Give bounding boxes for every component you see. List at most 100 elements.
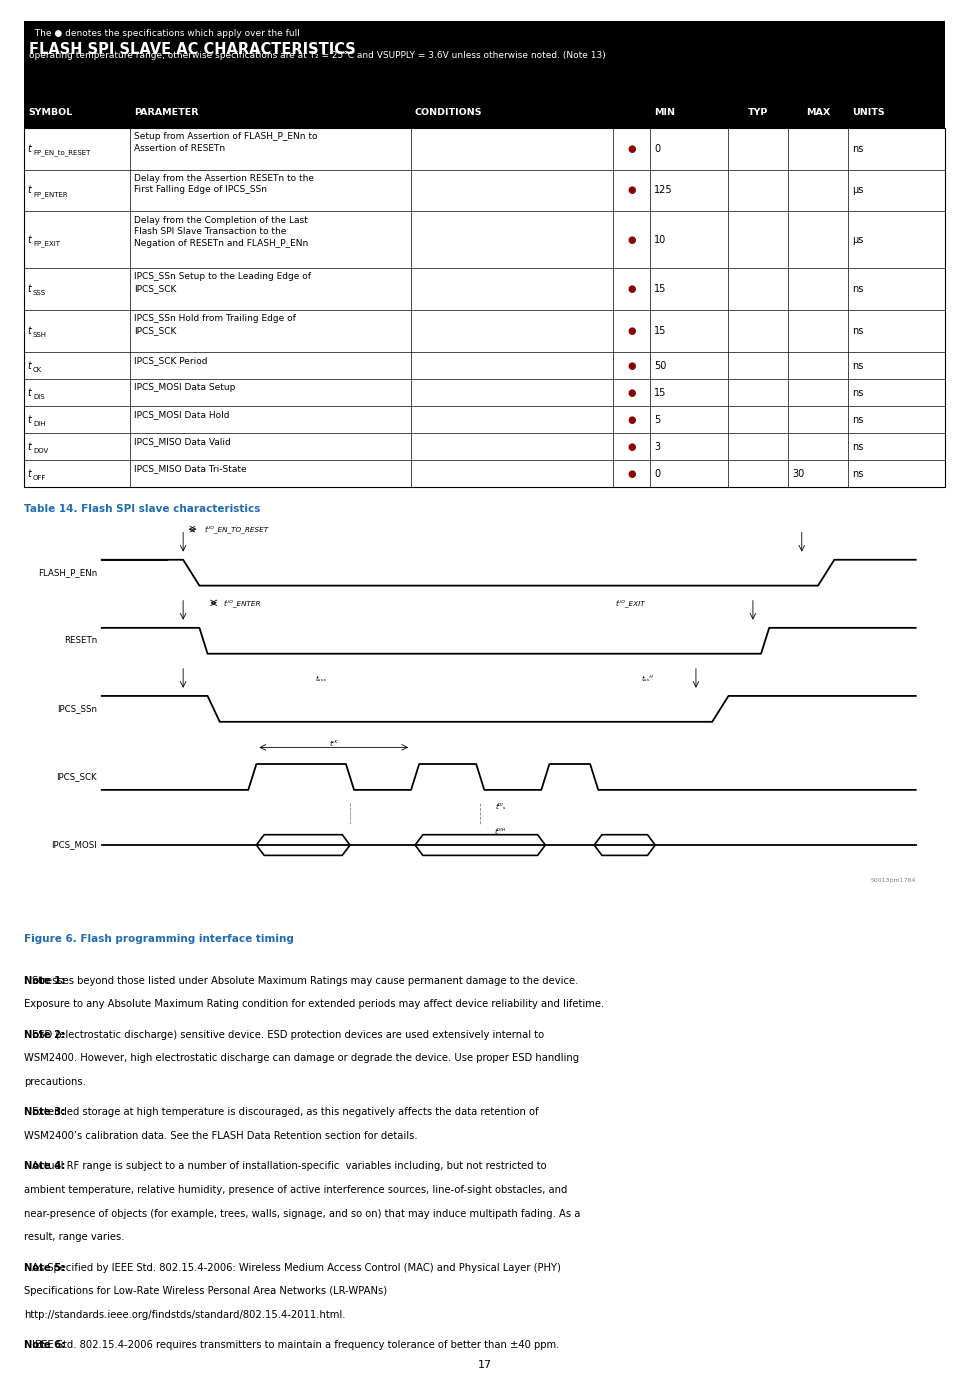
Text: As Specified by IEEE Std. 802.15.4-2006: Wireless Medium Access Control (MAC) an: As Specified by IEEE Std. 802.15.4-2006:… [32, 1262, 560, 1273]
Text: t: t [27, 284, 31, 294]
Text: tᶜᴷ: tᶜᴷ [329, 742, 338, 748]
Text: t: t [27, 469, 31, 479]
Text: ●: ● [628, 186, 636, 196]
Text: ns: ns [852, 284, 863, 294]
Text: t: t [27, 415, 31, 424]
Text: 17: 17 [478, 1361, 491, 1370]
Text: ns: ns [852, 361, 863, 370]
Text: 15: 15 [654, 326, 667, 336]
Text: SYMBOL: SYMBOL [28, 108, 73, 117]
Text: IPCS_MOSI: IPCS_MOSI [51, 841, 97, 850]
Text: IPCS_SCK: IPCS_SCK [56, 773, 97, 781]
Text: ●: ● [628, 469, 636, 479]
Bar [24, 21, 945, 97]
Text: Specifications for Low-Rate Wireless Personal Area Networks (LR-WPANs): Specifications for Low-Rate Wireless Per… [24, 1286, 388, 1297]
Text: 15: 15 [654, 387, 667, 398]
Text: SSS: SSS [33, 290, 47, 297]
Text: Exposure to any Absolute Maximum Rating condition for extended periods may affec: Exposure to any Absolute Maximum Rating … [24, 999, 605, 1010]
Text: Note 4:: Note 4: [24, 1161, 69, 1172]
Text: t: t [27, 326, 31, 336]
Text: WSM2400. However, high electrostatic discharge can damage or degrade the device.: WSM2400. However, high electrostatic dis… [24, 1053, 579, 1064]
Text: µs: µs [852, 234, 863, 245]
Text: 0: 0 [654, 144, 660, 154]
Text: 10: 10 [654, 234, 667, 245]
Text: ns: ns [852, 469, 863, 479]
Text: Note 1:: Note 1: [24, 975, 69, 986]
Text: Actual RF range is subject to a number of installation-specific  variables inclu: Actual RF range is subject to a number o… [32, 1161, 547, 1172]
Text: FP_EN_to_RESET: FP_EN_to_RESET [33, 150, 90, 157]
Text: ns: ns [852, 144, 863, 154]
Text: tₛₛₛ: tₛₛₛ [316, 677, 328, 682]
Text: tᴰᴵᴴ: tᴰᴵᴴ [495, 829, 506, 835]
Text: t: t [27, 186, 31, 196]
Text: t: t [27, 441, 31, 452]
Text: Delay from the Completion of the Last
Flash SPI Slave Transaction to the
Negatio: Delay from the Completion of the Last Fl… [134, 215, 308, 248]
Text: MIN: MIN [654, 108, 675, 117]
Text: 50: 50 [654, 361, 667, 370]
Text: IPCS_MISO Data Valid: IPCS_MISO Data Valid [134, 437, 231, 447]
Text: IPCS_MISO Data Tri-State: IPCS_MISO Data Tri-State [134, 465, 246, 473]
Text: DIS: DIS [33, 394, 45, 399]
Text: ●: ● [628, 144, 636, 154]
Text: ns: ns [852, 415, 863, 424]
Text: PARAMETER: PARAMETER [134, 108, 199, 117]
Text: 3: 3 [654, 441, 660, 452]
Text: ●: ● [628, 284, 636, 294]
Text: 15: 15 [654, 284, 667, 294]
Text: 30: 30 [793, 469, 804, 479]
Text: ●: ● [628, 415, 636, 424]
Text: FP_EXIT: FP_EXIT [33, 240, 60, 247]
Text: Note 6:: Note 6: [24, 1340, 69, 1351]
Text: ns: ns [852, 387, 863, 398]
Text: precautions.: precautions. [24, 1076, 86, 1087]
Text: tₛₛᴴ: tₛₛᴴ [641, 677, 653, 682]
Text: ns: ns [852, 441, 863, 452]
Text: IPCS_SSn: IPCS_SSn [57, 705, 97, 713]
Text: µs: µs [852, 186, 863, 196]
Text: IEEE Std. 802.15.4-2006 requires transmitters to maintain a frequency tolerance : IEEE Std. 802.15.4-2006 requires transmi… [32, 1340, 559, 1351]
Text: tᵁᴼ_EN_TO_RESET: tᵁᴼ_EN_TO_RESET [204, 526, 268, 533]
Text: WSM2400’s calibration data. See the FLASH Data Retention section for details.: WSM2400’s calibration data. See the FLAS… [24, 1130, 418, 1142]
Text: t: t [27, 387, 31, 398]
Text: t: t [27, 144, 31, 154]
Text: Table 14. Flash SPI slave characteristics: Table 14. Flash SPI slave characteristic… [24, 503, 261, 515]
Text: FLASH SPI SLAVE AC CHARACTERISTICS: FLASH SPI SLAVE AC CHARACTERISTICS [29, 42, 356, 57]
Text: ambient temperature, relative humidity, presence of active interference sources,: ambient temperature, relative humidity, … [24, 1184, 568, 1196]
Text: IPCS_MOSI Data Setup: IPCS_MOSI Data Setup [134, 383, 235, 393]
Text: FLASH_P_ENn: FLASH_P_ENn [38, 569, 97, 577]
Text: Delay from the Assertion RESETn to the
First Falling Edge of IPCS_SSn: Delay from the Assertion RESETn to the F… [134, 173, 314, 194]
Text: tᴰᴵₛ: tᴰᴵₛ [495, 804, 506, 810]
Text: Note 5:: Note 5: [24, 1262, 69, 1273]
Text: MAX: MAX [806, 108, 830, 117]
Text: OFF: OFF [33, 474, 47, 481]
Text: ●: ● [628, 361, 636, 370]
Text: t: t [27, 361, 31, 370]
Text: http://standards.ieee.org/findstds/standard/802.15.4-2011.html.: http://standards.ieee.org/findstds/stand… [24, 1309, 346, 1320]
Text: near-presence of objects (for example, trees, walls, signage, and so on) that ma: near-presence of objects (for example, t… [24, 1208, 580, 1219]
Text: tᵁᴼ_EXIT: tᵁᴼ_EXIT [616, 599, 645, 606]
Text: ns: ns [852, 326, 863, 336]
Text: Note 3:: Note 3: [24, 1107, 69, 1118]
Text: IPCS_MOSI Data Hold: IPCS_MOSI Data Hold [134, 411, 230, 419]
Text: operating temperature range, otherwise specifications are at T₂ = 25°C and VSUPP: operating temperature range, otherwise s… [29, 51, 606, 60]
Text: Stresses beyond those listed under Absolute Maximum Ratings may cause permanent : Stresses beyond those listed under Absol… [32, 975, 578, 986]
Text: CK: CK [33, 366, 43, 373]
Text: Extended storage at high temperature is discouraged, as this negatively affects : Extended storage at high temperature is … [32, 1107, 538, 1118]
Text: ●: ● [628, 441, 636, 452]
Text: S0013pm1764: S0013pm1764 [870, 878, 916, 884]
Text: DIH: DIH [33, 420, 46, 427]
Text: ●: ● [628, 234, 636, 245]
Text: Figure 6. Flash programming interface timing: Figure 6. Flash programming interface ti… [24, 933, 295, 945]
Text: t: t [27, 234, 31, 245]
Text: Note 2:: Note 2: [24, 1029, 69, 1040]
Text: SSH: SSH [33, 333, 47, 338]
Text: TYP: TYP [748, 108, 768, 117]
Text: FP_ENTER: FP_ENTER [33, 191, 68, 198]
Text: IPCS_SSn Hold from Trailing Edge of
IPCS_SCK: IPCS_SSn Hold from Trailing Edge of IPCS… [134, 315, 296, 336]
Text: UNITS: UNITS [852, 108, 885, 117]
Text: tᵁᴼ_ENTER: tᵁᴼ_ENTER [223, 599, 261, 606]
Bar [24, 97, 945, 128]
Text: 0: 0 [654, 469, 660, 479]
Text: DOV: DOV [33, 448, 48, 454]
Text: ●: ● [628, 387, 636, 398]
